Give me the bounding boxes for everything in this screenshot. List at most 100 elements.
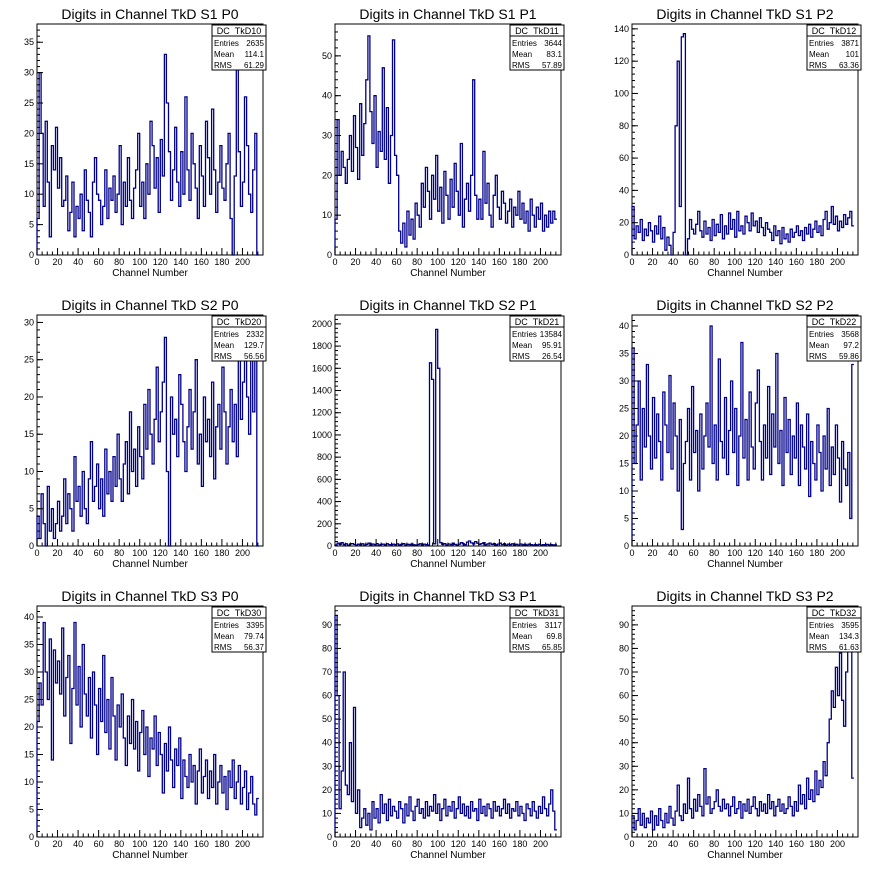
x-tick-label: 100 bbox=[727, 839, 742, 849]
chart-title: Digits in Channel TkD S3 P1 bbox=[359, 588, 536, 604]
stats-value: 61.63 bbox=[839, 643, 860, 652]
x-tick-label: 0 bbox=[34, 548, 39, 558]
stats-box bbox=[211, 24, 267, 71]
stats-value: 97.2 bbox=[843, 341, 859, 350]
x-tick-label: 200 bbox=[235, 548, 250, 558]
x-tick-label: 120 bbox=[748, 839, 763, 849]
x-tick-label: 60 bbox=[94, 839, 104, 849]
stats-value: 59.86 bbox=[839, 352, 860, 361]
x-tick-label: 0 bbox=[629, 257, 634, 267]
chart-title: Digits in Channel TkD S2 P0 bbox=[61, 297, 238, 313]
stats-name: DC_TkD31 bbox=[515, 608, 560, 618]
stats-value: 56.56 bbox=[244, 352, 265, 361]
x-tick-label: 140 bbox=[471, 839, 486, 849]
x-tick-label: 160 bbox=[492, 839, 507, 849]
x-tick-label: 20 bbox=[648, 257, 658, 267]
x-tick-label: 0 bbox=[332, 257, 337, 267]
y-tick-label: 10 bbox=[24, 777, 34, 787]
x-tick-label: 80 bbox=[114, 548, 124, 558]
stats-key: RMS bbox=[214, 352, 232, 361]
x-tick-label: 0 bbox=[629, 839, 634, 849]
x-tick-label: 60 bbox=[392, 839, 402, 849]
stats-key: Mean bbox=[512, 341, 532, 350]
x-tick-label: 80 bbox=[709, 257, 719, 267]
y-tick-label: 40 bbox=[322, 91, 332, 101]
histogram-line bbox=[631, 33, 854, 256]
y-tick-label: 80 bbox=[619, 643, 629, 653]
chart-panel: Digits in Channel TkD S2 P20 20 40 60 80 100 1… bbox=[619, 297, 862, 570]
y-tick-label: 25 bbox=[619, 404, 629, 414]
y-tick-label: 800 bbox=[317, 452, 332, 462]
x-tick-label: 60 bbox=[94, 257, 104, 267]
stats-key: RMS bbox=[512, 643, 530, 652]
stats-value: 61.29 bbox=[244, 61, 265, 70]
y-tick-label: 15 bbox=[24, 429, 34, 439]
x-tick-label: 140 bbox=[173, 839, 188, 849]
y-tick-label: 10 bbox=[619, 808, 629, 818]
x-tick-label: 60 bbox=[689, 839, 699, 849]
y-tick-label: 1400 bbox=[312, 386, 332, 396]
y-tick-label: 0 bbox=[327, 832, 332, 842]
x-tick-label: 120 bbox=[748, 548, 763, 558]
chart-title: Digits in Channel TkD S3 P2 bbox=[656, 588, 833, 604]
x-tick-label: 120 bbox=[153, 257, 168, 267]
stats-value: 101 bbox=[846, 50, 860, 59]
x-tick-label: 20 bbox=[53, 257, 63, 267]
x-tick-label: 100 bbox=[430, 548, 445, 558]
stats-key: Entries bbox=[512, 621, 537, 630]
x-tick-label: 80 bbox=[114, 257, 124, 267]
y-tick-label: 600 bbox=[317, 474, 332, 484]
x-tick-label: 140 bbox=[471, 548, 486, 558]
x-axis-label: Channel Number bbox=[112, 850, 188, 861]
chart-title: Digits in Channel TkD S1 P2 bbox=[656, 6, 833, 22]
stats-value: 3568 bbox=[841, 330, 859, 339]
stats-value: 79.74 bbox=[244, 632, 265, 641]
y-tick-label: 0 bbox=[624, 541, 629, 551]
stats-key: Entries bbox=[214, 330, 239, 339]
stats-value: 13584 bbox=[540, 330, 563, 339]
stats-box bbox=[806, 315, 862, 362]
stats-value: 95.91 bbox=[542, 341, 563, 350]
chart-panel: Digits in Channel TkD S2 P00 20 40 60 80 100 1… bbox=[24, 297, 267, 570]
stats-name: DC_TkD11 bbox=[515, 26, 559, 36]
y-tick-label: 35 bbox=[619, 349, 629, 359]
y-tick-label: 50 bbox=[322, 714, 332, 724]
y-tick-label: 5 bbox=[29, 805, 34, 815]
y-tick-label: 0 bbox=[327, 250, 332, 260]
x-tick-label: 20 bbox=[53, 839, 63, 849]
y-tick-label: 20 bbox=[24, 128, 34, 138]
x-tick-label: 160 bbox=[194, 839, 209, 849]
y-tick-label: 25 bbox=[24, 355, 34, 365]
stats-key: RMS bbox=[809, 643, 827, 652]
stats-key: RMS bbox=[512, 352, 530, 361]
y-tick-label: 1200 bbox=[312, 408, 332, 418]
stats-name: DC_TkD20 bbox=[217, 317, 262, 327]
x-axis-label: Channel Number bbox=[112, 268, 188, 279]
y-tick-label: 40 bbox=[619, 738, 629, 748]
x-tick-label: 140 bbox=[471, 257, 486, 267]
y-tick-label: 80 bbox=[619, 121, 629, 131]
stats-value: 63.36 bbox=[839, 61, 860, 70]
x-tick-label: 20 bbox=[351, 257, 361, 267]
x-tick-label: 200 bbox=[830, 839, 845, 849]
x-tick-label: 0 bbox=[332, 548, 337, 558]
stats-key: RMS bbox=[214, 61, 232, 70]
chart-panel: Digits in Channel TkD S2 P1 0 20 40 60 80 100 1… bbox=[312, 297, 565, 570]
y-tick-label: 60 bbox=[322, 691, 332, 701]
x-tick-label: 160 bbox=[789, 257, 804, 267]
chart-title: Digits in Channel TkD S1 P0 bbox=[61, 6, 238, 22]
stats-key: Mean bbox=[809, 341, 829, 350]
x-tick-label: 40 bbox=[371, 257, 381, 267]
stats-box bbox=[509, 24, 565, 71]
y-tick-label: 10 bbox=[322, 808, 332, 818]
x-tick-label: 40 bbox=[668, 257, 678, 267]
stats-value: 65.85 bbox=[542, 643, 563, 652]
stats-key: Mean bbox=[214, 632, 234, 641]
stats-key: Entries bbox=[809, 39, 834, 48]
histogram-line bbox=[631, 325, 854, 546]
stats-box bbox=[509, 315, 565, 362]
x-tick-label: 200 bbox=[830, 548, 845, 558]
y-tick-label: 20 bbox=[24, 392, 34, 402]
chart-title: Digits in Channel TkD S3 P0 bbox=[61, 588, 238, 604]
stats-value: 69.8 bbox=[546, 632, 562, 641]
